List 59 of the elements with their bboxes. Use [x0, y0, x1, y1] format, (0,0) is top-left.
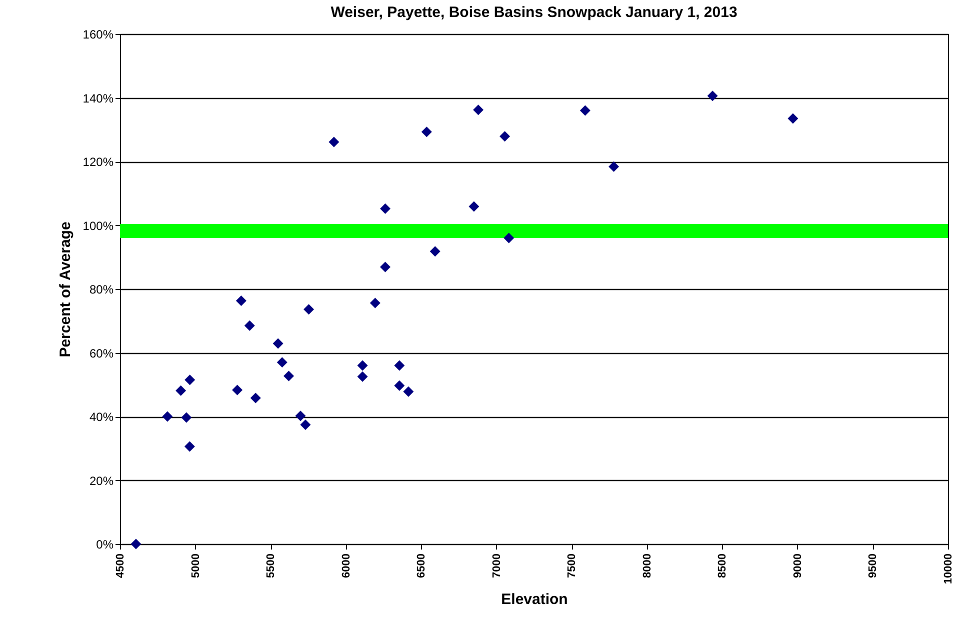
x-tick-label: 7000 — [490, 554, 503, 578]
point — [250, 392, 261, 404]
x-tick-label: 7500 — [566, 554, 578, 578]
point — [500, 131, 510, 142]
x-tick-label: 5000 — [190, 554, 202, 578]
x-tick-label: 10000 — [942, 554, 954, 584]
point — [707, 90, 718, 102]
x-tick-label: 8500 — [716, 554, 729, 578]
point — [473, 104, 484, 116]
x-tick-label: 8000 — [641, 554, 654, 578]
point — [232, 384, 243, 396]
point — [272, 338, 284, 349]
point — [357, 360, 368, 371]
y-axis-title: Percent of Average — [56, 222, 74, 358]
y-tick-label: 140% — [82, 91, 114, 106]
point — [504, 232, 514, 244]
point — [370, 298, 380, 308]
point — [394, 380, 405, 391]
point — [788, 113, 798, 124]
point — [421, 126, 432, 138]
x-tick-label: 4500 — [114, 554, 126, 578]
point — [380, 262, 391, 272]
y-tick-label: 20% — [89, 474, 114, 488]
chart-title: Weiser, Payette, Boise Basins Snowpack January 1, 2013 — [330, 4, 738, 21]
point — [430, 246, 440, 257]
point — [162, 411, 173, 422]
y-tick-label: 60% — [89, 346, 114, 360]
y-tick-label: 120% — [82, 155, 114, 169]
x-axis-title: Elevation — [501, 591, 568, 608]
point — [184, 441, 195, 452]
y-tick-label: 160% — [82, 28, 114, 42]
point — [284, 370, 294, 382]
point — [176, 385, 186, 396]
point — [403, 386, 414, 397]
point — [300, 420, 311, 430]
point — [468, 201, 480, 212]
x-tick-label: 9500 — [867, 554, 880, 578]
point — [357, 371, 368, 382]
point — [304, 304, 314, 315]
point — [580, 105, 590, 116]
point — [394, 360, 405, 371]
point — [244, 320, 255, 331]
x-tick-label: 6000 — [340, 554, 352, 578]
point — [184, 374, 196, 386]
point — [236, 296, 246, 306]
x-tick-label: 6500 — [416, 554, 428, 578]
point — [181, 412, 192, 423]
point — [130, 538, 142, 550]
point — [295, 410, 306, 422]
point — [276, 357, 288, 368]
point — [328, 136, 340, 148]
y-tick-label: 100% — [82, 218, 114, 233]
y-tick-label: 40% — [89, 410, 114, 424]
point — [380, 203, 391, 214]
point — [608, 161, 620, 172]
x-tick-label: 5500 — [265, 554, 278, 578]
y-tick-label: 80% — [89, 282, 114, 296]
y-tick-label: 0% — [96, 538, 114, 552]
x-tick-label: 9000 — [792, 554, 804, 578]
